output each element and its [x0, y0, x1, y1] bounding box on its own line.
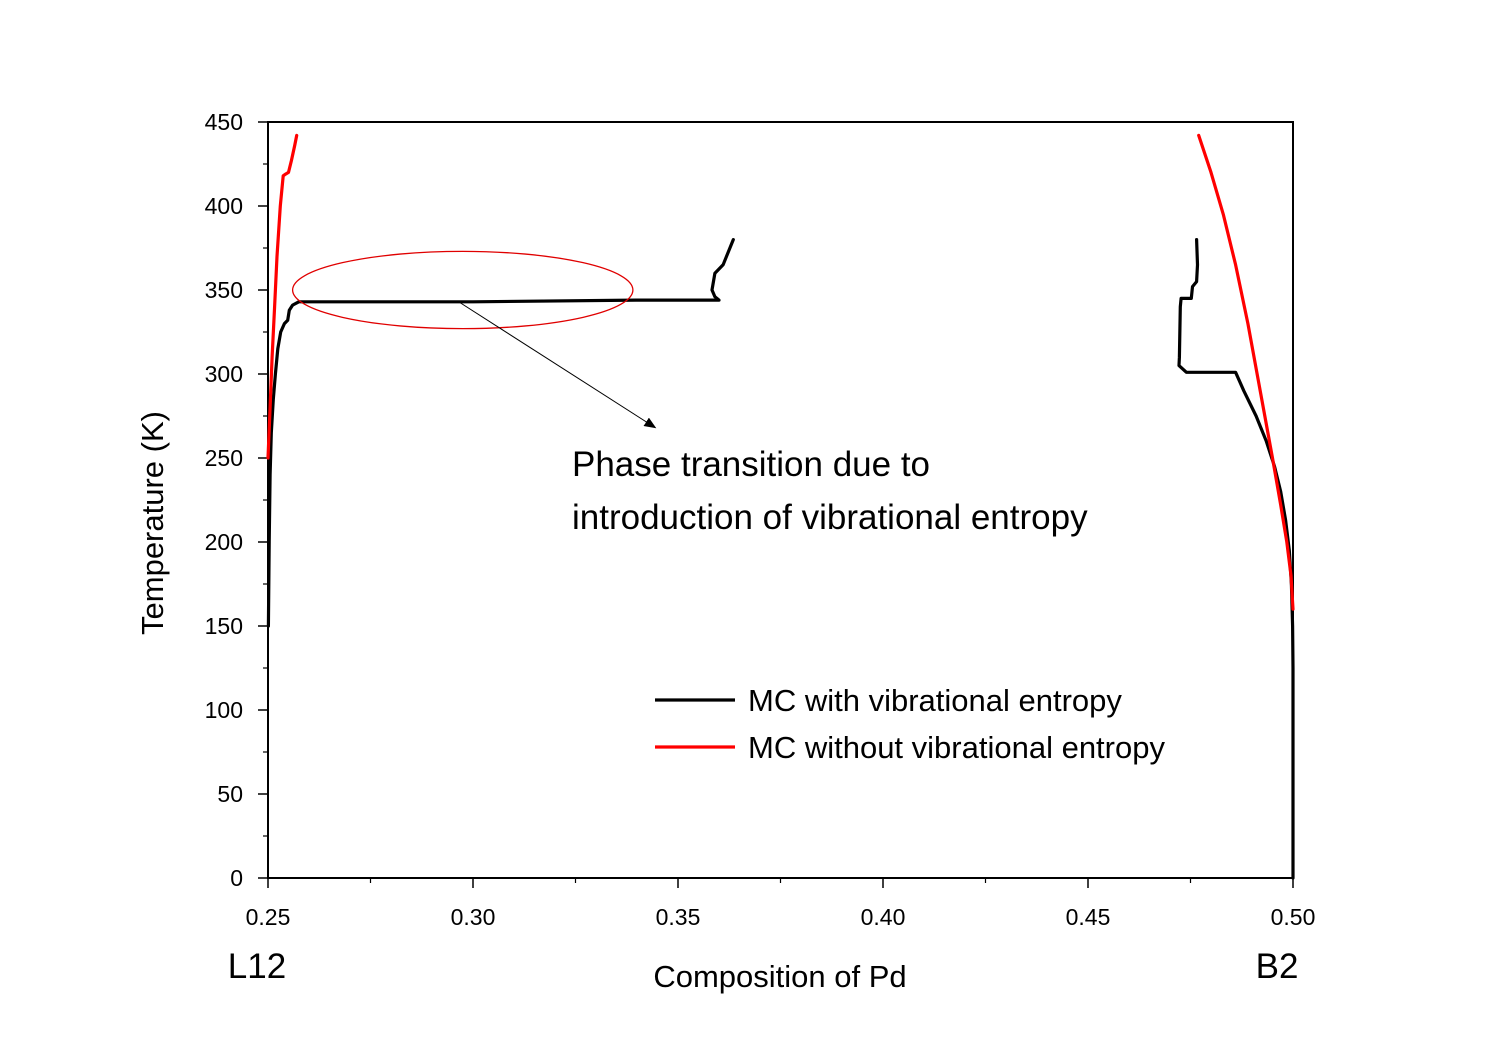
legend-label: MC with vibrational entropy: [748, 683, 1122, 718]
x-tick-label: 0.35: [656, 904, 701, 930]
legend: MC with vibrational entropy MC without vi…: [655, 683, 1165, 765]
annotation-line-2: introduction of vibrational entropy: [572, 498, 1088, 537]
y-tick-label: 150: [205, 613, 243, 639]
legend-label: MC without vibrational entropy: [748, 730, 1165, 765]
y-tick-label: 450: [205, 109, 243, 135]
y-tick-label: 200: [205, 529, 243, 555]
series-2-line-segment-1: [266, 133, 299, 460]
y-tick-label: 350: [205, 277, 243, 303]
annotation-line-1: Phase transition due to: [572, 445, 930, 484]
y-tick-label: 300: [205, 361, 243, 387]
annotation-ellipse: [291, 250, 634, 330]
x-tick-label: 0.40: [861, 904, 906, 930]
y-tick-label: 400: [205, 193, 243, 219]
series-1-line-segment-2: [1177, 238, 1295, 880]
annotation-arrow: [458, 301, 657, 429]
phase-label-right: B2: [1256, 947, 1299, 986]
x-axis-label: Composition of Pd: [653, 959, 906, 994]
y-tick-label: 50: [217, 781, 243, 807]
x-tick-label: 0.30: [451, 904, 496, 930]
x-tick-label: 0.45: [1066, 904, 1111, 930]
series-1-line-segment-1: [266, 238, 735, 628]
x-tick-label: 0.50: [1271, 904, 1316, 930]
x-tick-label: 0.25: [246, 904, 291, 930]
series-2-line-segment-2: [1197, 133, 1295, 611]
phase-label-left: L12: [228, 947, 286, 986]
y-tick-label: 250: [205, 445, 243, 471]
y-tick-label: 0: [230, 865, 243, 891]
y-tick-label: 100: [205, 697, 243, 723]
y-axis-label: Temperature (K): [135, 411, 170, 635]
